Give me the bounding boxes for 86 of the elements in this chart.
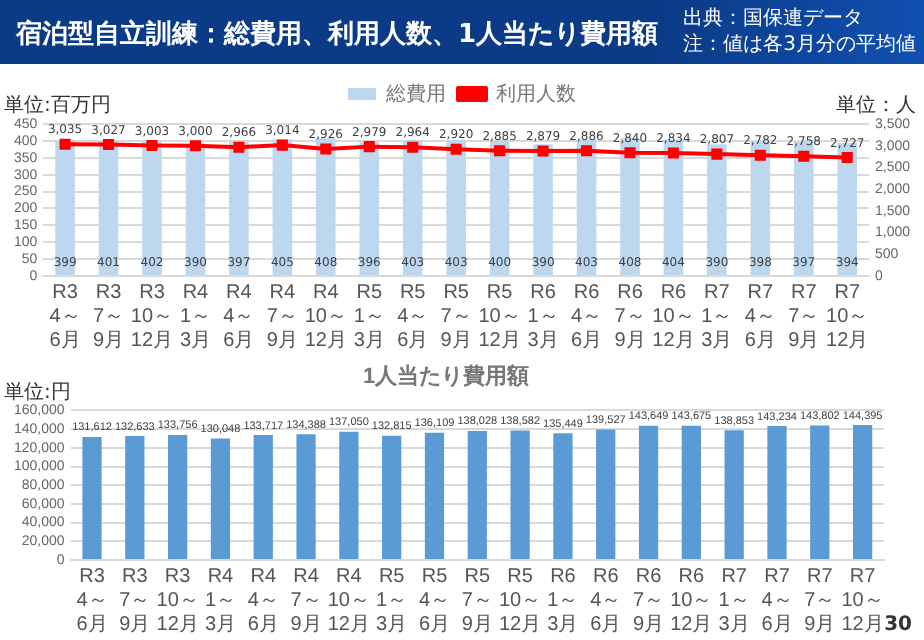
x-tick-label: R5 1～3月	[376, 565, 408, 636]
bar	[424, 432, 445, 559]
point	[320, 143, 332, 155]
x-tick-label: R7 4～6月	[744, 281, 776, 352]
x-tick-label: R6 7～9月	[632, 565, 665, 636]
bar	[253, 434, 273, 559]
x-tick-label: R4 10～12月	[304, 281, 347, 352]
x-tick-label: R3 4～6月	[76, 565, 108, 636]
point	[363, 141, 375, 153]
x-tick-label: R3 10～12月	[156, 565, 199, 636]
point	[233, 141, 245, 153]
point	[407, 141, 419, 153]
text: 30	[884, 614, 912, 636]
bar	[681, 425, 701, 559]
x-tick-label: R4 4～6月	[247, 565, 279, 636]
x-tick-label: R5 10～12月	[478, 281, 521, 352]
y2-axis-title: 単位：人	[836, 93, 916, 118]
x-tick-label: R6 1～3月	[547, 565, 579, 636]
bar	[168, 434, 188, 559]
bar	[852, 424, 873, 559]
point	[494, 145, 506, 157]
bar	[339, 431, 359, 559]
bar	[553, 433, 573, 559]
source-note: 出典：国保連データ	[683, 6, 866, 32]
bar	[125, 435, 145, 559]
bar	[82, 436, 102, 559]
point	[450, 143, 462, 155]
x-tick-label: R4 7～9月	[266, 281, 298, 352]
bar	[810, 425, 830, 559]
x-tick-label: R6 10～12月	[652, 281, 695, 352]
point	[711, 148, 723, 160]
bar	[638, 425, 659, 559]
x-tick-label: R5 7～9月	[461, 565, 493, 636]
point	[754, 149, 766, 161]
point	[146, 140, 158, 152]
x-tick-label: R6 4～6月	[570, 281, 603, 352]
bar	[767, 426, 787, 559]
text: 注：値は各3月分の平均値	[683, 32, 916, 58]
x-tick-label: R5 1～3月	[353, 281, 385, 352]
point	[798, 150, 810, 162]
bar	[596, 429, 616, 559]
chart-title: 宿泊型自立訓練：総費用、利用人数、1人当たり費用額	[16, 17, 659, 52]
bar	[467, 430, 487, 559]
x-tick-label: R5 7～9月	[440, 281, 472, 352]
chart-title: 1人当たり費用額	[362, 363, 530, 390]
x-tick-label: R5 4～6月	[397, 281, 429, 352]
point	[189, 140, 201, 152]
point	[537, 145, 549, 157]
bar	[510, 430, 530, 559]
legend-label: 利用人数	[496, 81, 576, 106]
bar	[382, 435, 402, 559]
x-tick-label: R7 1～3月	[718, 565, 750, 636]
x-tick-label: R4 4～6月	[223, 281, 255, 352]
x-tick-label: R7 4～6月	[761, 565, 793, 636]
x-tick-label: R7 7～9月	[788, 281, 820, 352]
x-tick-label: R7 7～9月	[804, 565, 836, 636]
point	[580, 145, 593, 157]
x-tick-label: R4 7～9月	[290, 565, 322, 636]
x-tick-label: R7 1～3月	[701, 281, 733, 352]
legend-label: 総費用	[384, 81, 446, 106]
x-tick-label: R4 1～3月	[204, 565, 236, 636]
y-axis-title: 単位:円	[4, 379, 71, 404]
bar	[210, 438, 231, 559]
x-tick-label: R3 7～9月	[92, 281, 125, 352]
x-tick-label: R5 10～12月	[498, 565, 542, 636]
x-tick-label: R6 10～12月	[670, 565, 713, 636]
x-tick-label: R7 10～12月	[841, 565, 884, 636]
point	[667, 147, 679, 159]
x-tick-label: R4 10～12月	[327, 565, 370, 636]
y-axis-title: 単位:百万円	[4, 93, 111, 118]
x-tick-label: R3 10～12月	[130, 281, 174, 352]
x-tick-label: R6 1～3月	[527, 281, 559, 352]
point	[624, 147, 636, 159]
point	[59, 138, 71, 150]
x-tick-label: R5 4～6月	[418, 565, 451, 636]
x-tick-label: R4 1～3月	[179, 281, 212, 352]
point	[841, 152, 853, 164]
bar	[724, 430, 744, 559]
x-tick-label: R7 10～12月	[826, 281, 869, 352]
bar	[296, 434, 316, 559]
point	[103, 139, 115, 151]
x-tick-label: R6 4～6月	[590, 565, 622, 636]
x-tick-label: R6 7～9月	[614, 281, 646, 352]
x-tick-label: R3 7～9月	[119, 565, 151, 636]
point	[276, 139, 288, 151]
x-tick-label: R3 4～6月	[49, 281, 81, 352]
